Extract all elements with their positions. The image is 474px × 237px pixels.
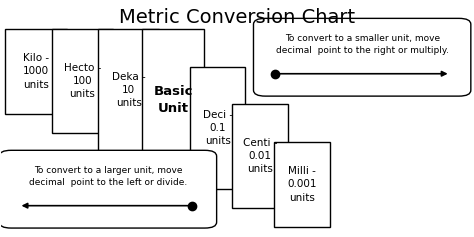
FancyBboxPatch shape [52, 29, 113, 133]
FancyBboxPatch shape [190, 67, 246, 189]
Text: Deci -
0.1
units: Deci - 0.1 units [202, 110, 233, 146]
Text: Milli -
0.001
units: Milli - 0.001 units [287, 166, 317, 203]
Text: Kilo -
1000
units: Kilo - 1000 units [23, 53, 49, 90]
Text: decimal  point to the left or divide.: decimal point to the left or divide. [29, 178, 187, 187]
Text: To convert to a smaller unit, move: To convert to a smaller unit, move [284, 34, 440, 43]
Text: decimal  point to the right or multiply.: decimal point to the right or multiply. [276, 46, 448, 55]
Text: Basic
Unit: Basic Unit [154, 85, 193, 115]
FancyBboxPatch shape [98, 29, 159, 151]
Text: Metric Conversion Chart: Metric Conversion Chart [119, 8, 355, 27]
FancyBboxPatch shape [274, 142, 329, 227]
Text: Deka -
10
units: Deka - 10 units [112, 72, 146, 108]
FancyBboxPatch shape [5, 29, 67, 114]
FancyBboxPatch shape [254, 18, 471, 96]
FancyBboxPatch shape [232, 104, 288, 208]
Text: Hecto -
100
units: Hecto - 100 units [64, 63, 101, 99]
FancyBboxPatch shape [143, 29, 204, 170]
Text: Centi -
0.01
units: Centi - 0.01 units [243, 138, 277, 174]
Text: To convert to a larger unit, move: To convert to a larger unit, move [34, 166, 182, 175]
FancyBboxPatch shape [0, 150, 217, 228]
